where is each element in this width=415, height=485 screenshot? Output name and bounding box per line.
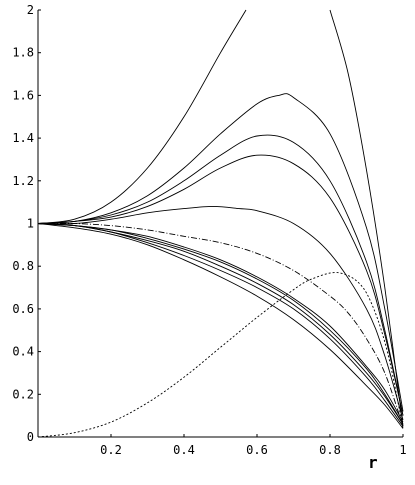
x-tick-label: 0.6 (246, 443, 268, 457)
curves (37, 9, 404, 438)
y-tick-label: 1 (27, 217, 34, 231)
x-tick-labels: 0.2 0.4 0.6 0.8 1 (100, 443, 406, 457)
y-tick-label: 1.6 (12, 88, 34, 102)
y-tick-label: 0.2 (12, 387, 34, 401)
x-tick-label: 0.8 (319, 443, 341, 457)
series-line-3 (37, 93, 404, 412)
series-line-4 (37, 134, 404, 416)
series-line-6 (37, 205, 404, 421)
y-tick-label: 0.6 (12, 302, 34, 316)
series-line-12 (37, 223, 404, 429)
series-line-11 (37, 223, 404, 427)
series-line-5 (37, 154, 404, 416)
series-line-1 (37, 9, 247, 224)
x-axis-label: r (368, 453, 378, 472)
y-tick-label: 2 (27, 3, 34, 17)
series-line-7 (37, 222, 404, 427)
y-tick-label: 0.4 (12, 345, 34, 359)
y-tick-label: 1.2 (12, 174, 34, 188)
series-line-9 (37, 223, 404, 425)
series-line-2 (329, 9, 404, 427)
x-tick-label: 0.4 (173, 443, 195, 457)
y-tick-label: 1.8 (12, 46, 34, 60)
x-tick-label: 0.2 (100, 443, 122, 457)
series-line-13 (37, 272, 404, 438)
x-tick-label: 1 (399, 443, 406, 457)
y-tick-label: 0.8 (12, 259, 34, 273)
series-line-10 (37, 223, 404, 425)
y-tick-label: 0 (27, 430, 34, 444)
y-tick-label: 1.4 (12, 131, 34, 145)
series-line-8 (37, 223, 404, 423)
y-tick-labels: 0 0.2 0.4 0.6 0.8 1 1.2 1.4 1.6 1.8 2 (12, 3, 34, 444)
